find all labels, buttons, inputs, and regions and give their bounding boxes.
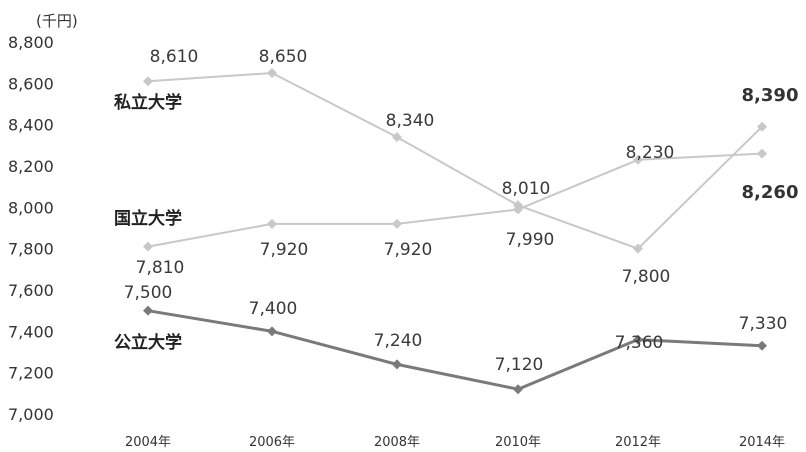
- data-point: [392, 132, 402, 143]
- x-tick-label: 2014年: [739, 435, 785, 450]
- data-point: [757, 340, 767, 351]
- y-tick-label: 8,200: [8, 157, 54, 176]
- data-label: 8,340: [386, 111, 435, 131]
- y-tick-label: 8,000: [8, 198, 54, 217]
- data-point: [633, 334, 643, 345]
- y-tick-label: 7,000: [8, 405, 54, 424]
- data-label: 8,260: [742, 182, 799, 203]
- y-tick-label: 7,600: [8, 281, 54, 300]
- data-label: 7,990: [506, 230, 555, 250]
- series-lines: [147, 72, 763, 391]
- data-point: [267, 68, 277, 78]
- data-label: 8,390: [742, 85, 799, 106]
- data-label: 7,330: [739, 314, 788, 334]
- series-markers: [143, 68, 767, 395]
- data-labels: 8,610 8,650 8,340 8,010 7,800 8,390 7,810 7,920…: [124, 47, 799, 375]
- data-point: [392, 218, 402, 229]
- x-tick-label: 2010年: [495, 435, 541, 450]
- y-tick-label: 8,800: [8, 33, 54, 52]
- data-label: 7,120: [495, 355, 544, 375]
- y-tick-label: 8,400: [8, 116, 54, 135]
- data-point: [392, 359, 402, 370]
- x-tick-label: 2006年: [249, 435, 295, 450]
- series-name-label: 国立大学: [114, 208, 182, 229]
- x-tick-label: 2012年: [615, 435, 661, 450]
- data-label: 7,240: [374, 331, 423, 351]
- data-point: [143, 241, 153, 252]
- data-point: [267, 218, 277, 229]
- series-line: [147, 309, 763, 391]
- data-label: 7,500: [124, 283, 173, 303]
- data-point: [513, 384, 523, 395]
- data-label: 7,810: [136, 258, 185, 278]
- y-axis: 7,000 7,200 7,400 7,600 7,800 8,000 8,200 8,400…: [8, 33, 54, 424]
- series-name-label: 公立大学: [114, 332, 182, 353]
- data-label: 7,800: [622, 267, 671, 287]
- data-label: 7,400: [249, 299, 298, 319]
- y-tick-label: 7,200: [8, 364, 54, 383]
- data-point: [513, 204, 523, 215]
- data-label: 8,650: [259, 47, 308, 67]
- x-tick-label: 2008年: [374, 435, 420, 450]
- series-name-label: 私立大学: [114, 92, 182, 113]
- data-label: 7,920: [260, 240, 309, 260]
- data-point: [143, 76, 153, 87]
- data-point: [143, 305, 153, 316]
- data-label: 8,010: [502, 179, 551, 199]
- data-label: 8,230: [626, 143, 675, 163]
- y-tick-label: 8,600: [8, 74, 54, 93]
- y-axis-unit-label: (千円): [36, 12, 78, 30]
- data-point: [633, 243, 643, 254]
- data-point: [267, 326, 277, 337]
- data-label: 7,920: [384, 240, 433, 260]
- data-label: 7,360: [615, 333, 664, 353]
- series-line: [147, 152, 763, 248]
- series-line: [147, 72, 763, 250]
- data-label: 8,610: [150, 47, 199, 67]
- data-point: [757, 121, 767, 132]
- data-point: [633, 154, 643, 165]
- y-tick-label: 7,800: [8, 240, 54, 259]
- x-axis: 2004年 2006年 2008年 2010年 2012年 2014年: [125, 435, 785, 450]
- y-tick-label: 7,400: [8, 322, 54, 341]
- x-tick-label: 2004年: [125, 435, 171, 450]
- data-point: [757, 148, 767, 159]
